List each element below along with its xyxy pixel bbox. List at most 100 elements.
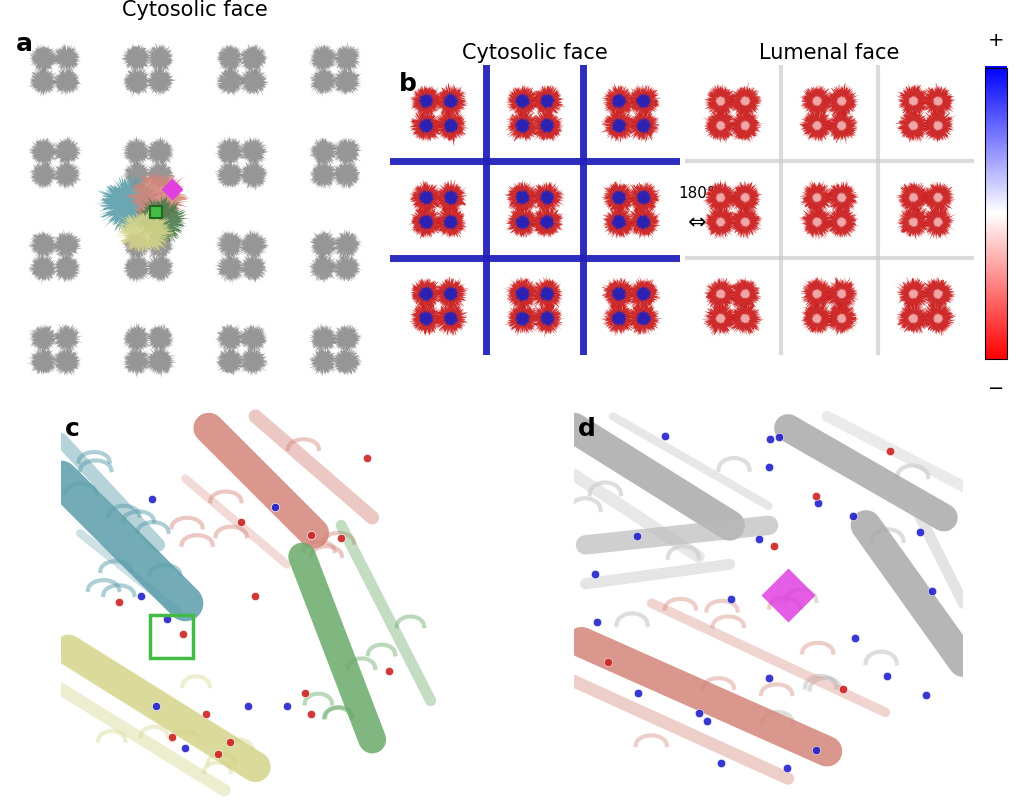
Polygon shape (822, 206, 860, 241)
Bar (985, 220, 1007, 221)
Polygon shape (626, 205, 662, 241)
Bar (985, 294, 1007, 295)
Polygon shape (216, 43, 245, 75)
Polygon shape (238, 67, 269, 97)
Polygon shape (727, 181, 763, 217)
Bar (985, 293, 1007, 294)
Polygon shape (635, 215, 651, 233)
Polygon shape (527, 182, 566, 216)
Bar (985, 221, 1007, 222)
Bar (985, 111, 1007, 112)
Bar (985, 229, 1007, 231)
Bar (985, 231, 1007, 233)
Polygon shape (410, 278, 444, 313)
Bar (985, 160, 1007, 161)
Polygon shape (417, 94, 435, 111)
Polygon shape (121, 67, 154, 99)
Polygon shape (514, 310, 531, 328)
Text: a: a (16, 31, 33, 55)
Polygon shape (214, 253, 246, 286)
Polygon shape (418, 214, 434, 230)
Polygon shape (836, 96, 848, 107)
Polygon shape (238, 251, 268, 284)
Bar (985, 183, 1007, 184)
Bar (985, 120, 1007, 121)
Polygon shape (214, 67, 246, 98)
Bar (985, 275, 1007, 277)
Polygon shape (442, 92, 460, 110)
Polygon shape (800, 277, 835, 313)
Polygon shape (920, 204, 956, 241)
Bar (151, 207, 162, 219)
Bar (985, 284, 1007, 286)
Bar (985, 338, 1007, 339)
Polygon shape (610, 190, 628, 207)
Polygon shape (307, 253, 340, 284)
Bar (985, 311, 1007, 313)
Bar (985, 155, 1007, 156)
Polygon shape (114, 211, 178, 258)
Bar (985, 151, 1007, 152)
Bar (985, 135, 1007, 136)
Polygon shape (727, 108, 767, 145)
Polygon shape (410, 85, 444, 120)
Polygon shape (144, 161, 175, 191)
Polygon shape (539, 310, 556, 327)
Polygon shape (50, 229, 82, 261)
Polygon shape (726, 205, 764, 240)
Polygon shape (626, 276, 662, 311)
Polygon shape (28, 67, 59, 98)
Bar (985, 177, 1007, 178)
Polygon shape (907, 121, 920, 132)
Polygon shape (27, 346, 59, 376)
Bar (985, 350, 1007, 351)
Polygon shape (121, 45, 153, 75)
Bar (985, 213, 1007, 215)
Polygon shape (331, 323, 364, 354)
Bar (985, 211, 1007, 212)
Text: b: b (398, 71, 417, 95)
Bar (985, 186, 1007, 187)
Bar (985, 80, 1007, 82)
Polygon shape (143, 67, 178, 98)
Bar (985, 245, 1007, 247)
Bar (985, 339, 1007, 341)
Bar (985, 199, 1007, 200)
Bar (985, 228, 1007, 229)
Polygon shape (433, 179, 468, 217)
Bar (985, 176, 1007, 177)
Bar (985, 124, 1007, 126)
Bar (985, 95, 1007, 96)
Polygon shape (635, 117, 653, 136)
Polygon shape (739, 192, 751, 205)
Bar (985, 164, 1007, 165)
Polygon shape (331, 42, 361, 75)
Polygon shape (505, 180, 541, 216)
Polygon shape (907, 217, 920, 229)
Polygon shape (933, 120, 944, 132)
Polygon shape (633, 190, 653, 207)
Polygon shape (895, 108, 931, 144)
Polygon shape (505, 84, 541, 120)
Polygon shape (215, 230, 246, 261)
Bar (985, 196, 1007, 197)
Bar (985, 345, 1007, 346)
Bar (985, 114, 1007, 115)
Polygon shape (29, 254, 58, 286)
Polygon shape (801, 301, 835, 337)
Polygon shape (822, 302, 860, 336)
Bar (985, 168, 1007, 170)
Polygon shape (121, 161, 153, 191)
Bar (985, 263, 1007, 265)
Polygon shape (812, 217, 823, 229)
Bar (985, 273, 1007, 275)
Polygon shape (50, 68, 82, 99)
Polygon shape (625, 107, 662, 144)
Polygon shape (332, 67, 362, 97)
Polygon shape (529, 85, 565, 119)
Polygon shape (309, 159, 340, 191)
Text: −: − (988, 379, 1005, 397)
Bar (985, 322, 1007, 323)
Polygon shape (122, 136, 151, 167)
Polygon shape (409, 109, 444, 144)
